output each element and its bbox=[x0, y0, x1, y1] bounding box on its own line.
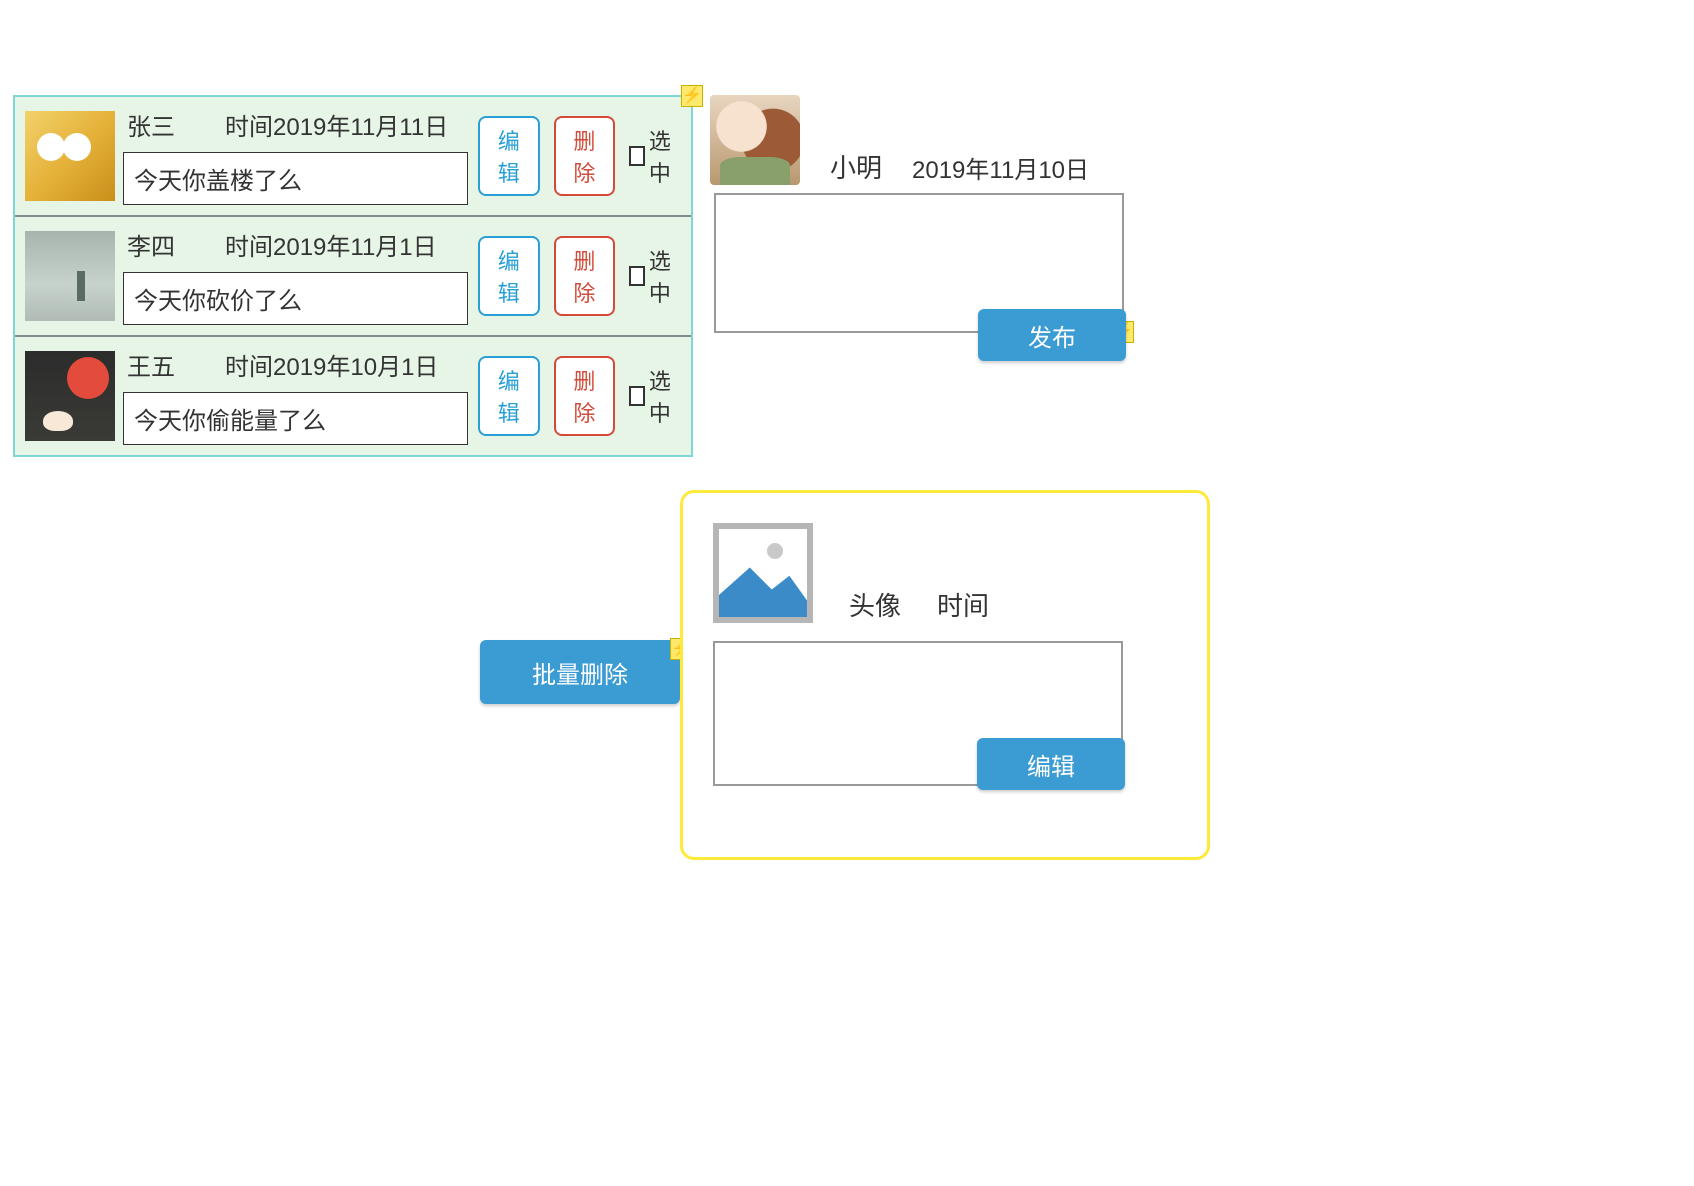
row-content: 今天你盖楼了么 bbox=[123, 152, 468, 205]
row-time: 时间2019年11月11日 bbox=[225, 107, 448, 142]
row-main: 张三 时间2019年11月11日 今天你盖楼了么 bbox=[123, 107, 468, 205]
row-header: 王五 时间2019年10月1日 bbox=[123, 347, 468, 382]
compose-name: 小明 bbox=[830, 148, 882, 185]
compose-header: 小明 2019年11月10日 bbox=[710, 95, 1130, 185]
template-header: 头像 时间 bbox=[713, 523, 1177, 623]
compose-date: 2019年11月10日 bbox=[912, 150, 1089, 185]
avatar bbox=[25, 351, 115, 441]
row-name: 王五 bbox=[127, 347, 175, 382]
select-label: 选中 bbox=[649, 364, 681, 428]
row-time: 时间2019年10月1日 bbox=[225, 347, 438, 382]
select-label: 选中 bbox=[649, 244, 681, 308]
checkbox-icon[interactable] bbox=[629, 146, 645, 166]
compose-textarea[interactable]: 发布 bbox=[714, 193, 1124, 333]
batch-delete-button[interactable]: 批量删除 bbox=[480, 640, 680, 704]
template-time-label: 时间 bbox=[937, 586, 989, 623]
checkbox-icon[interactable] bbox=[629, 266, 645, 286]
row-main: 王五 时间2019年10月1日 今天你偷能量了么 bbox=[123, 347, 468, 445]
row-actions: 编辑 删除 选中 bbox=[478, 116, 681, 196]
row-actions: 编辑 删除 选中 bbox=[478, 356, 681, 436]
delete-button[interactable]: 删除 bbox=[554, 356, 616, 436]
template-card: 头像 时间 编辑 bbox=[680, 490, 1210, 860]
select-checkbox-wrap[interactable]: 选中 bbox=[629, 244, 681, 308]
delete-button[interactable]: 删除 bbox=[554, 116, 616, 196]
edit-button[interactable]: 编辑 bbox=[478, 356, 540, 436]
row-name: 李四 bbox=[127, 227, 175, 262]
row-main: 李四 时间2019年11月1日 今天你砍价了么 bbox=[123, 227, 468, 325]
comment-row: 李四 时间2019年11月1日 今天你砍价了么 编辑 删除 选中 bbox=[15, 217, 691, 337]
select-checkbox-wrap[interactable]: 选中 bbox=[629, 364, 681, 428]
template-edit-button[interactable]: 编辑 bbox=[977, 738, 1125, 790]
avatar bbox=[25, 111, 115, 201]
template-textarea[interactable]: 编辑 bbox=[713, 641, 1123, 786]
template-avatar-label: 头像 bbox=[849, 586, 901, 623]
select-label: 选中 bbox=[649, 124, 681, 188]
publish-button[interactable]: 发布 bbox=[978, 309, 1126, 361]
row-content: 今天你砍价了么 bbox=[123, 272, 468, 325]
checkbox-icon[interactable] bbox=[629, 386, 645, 406]
compose-panel: 小明 2019年11月10日 发布 bbox=[710, 95, 1130, 333]
row-content: 今天你偷能量了么 bbox=[123, 392, 468, 445]
select-checkbox-wrap[interactable]: 选中 bbox=[629, 124, 681, 188]
row-name: 张三 bbox=[127, 107, 175, 142]
avatar bbox=[710, 95, 800, 185]
comment-row: 王五 时间2019年10月1日 今天你偷能量了么 编辑 删除 选中 bbox=[15, 337, 691, 455]
row-time: 时间2019年11月1日 bbox=[225, 227, 437, 262]
row-header: 李四 时间2019年11月1日 bbox=[123, 227, 468, 262]
row-actions: 编辑 删除 选中 bbox=[478, 236, 681, 316]
edit-button[interactable]: 编辑 bbox=[478, 116, 540, 196]
edit-button[interactable]: 编辑 bbox=[478, 236, 540, 316]
comment-row: 张三 时间2019年11月11日 今天你盖楼了么 编辑 删除 选中 bbox=[15, 97, 691, 217]
image-placeholder-icon bbox=[713, 523, 813, 623]
comment-list-panel: 张三 时间2019年11月11日 今天你盖楼了么 编辑 删除 选中 李四 时间2… bbox=[13, 95, 693, 457]
delete-button[interactable]: 删除 bbox=[554, 236, 616, 316]
row-header: 张三 时间2019年11月11日 bbox=[123, 107, 468, 142]
avatar bbox=[25, 231, 115, 321]
